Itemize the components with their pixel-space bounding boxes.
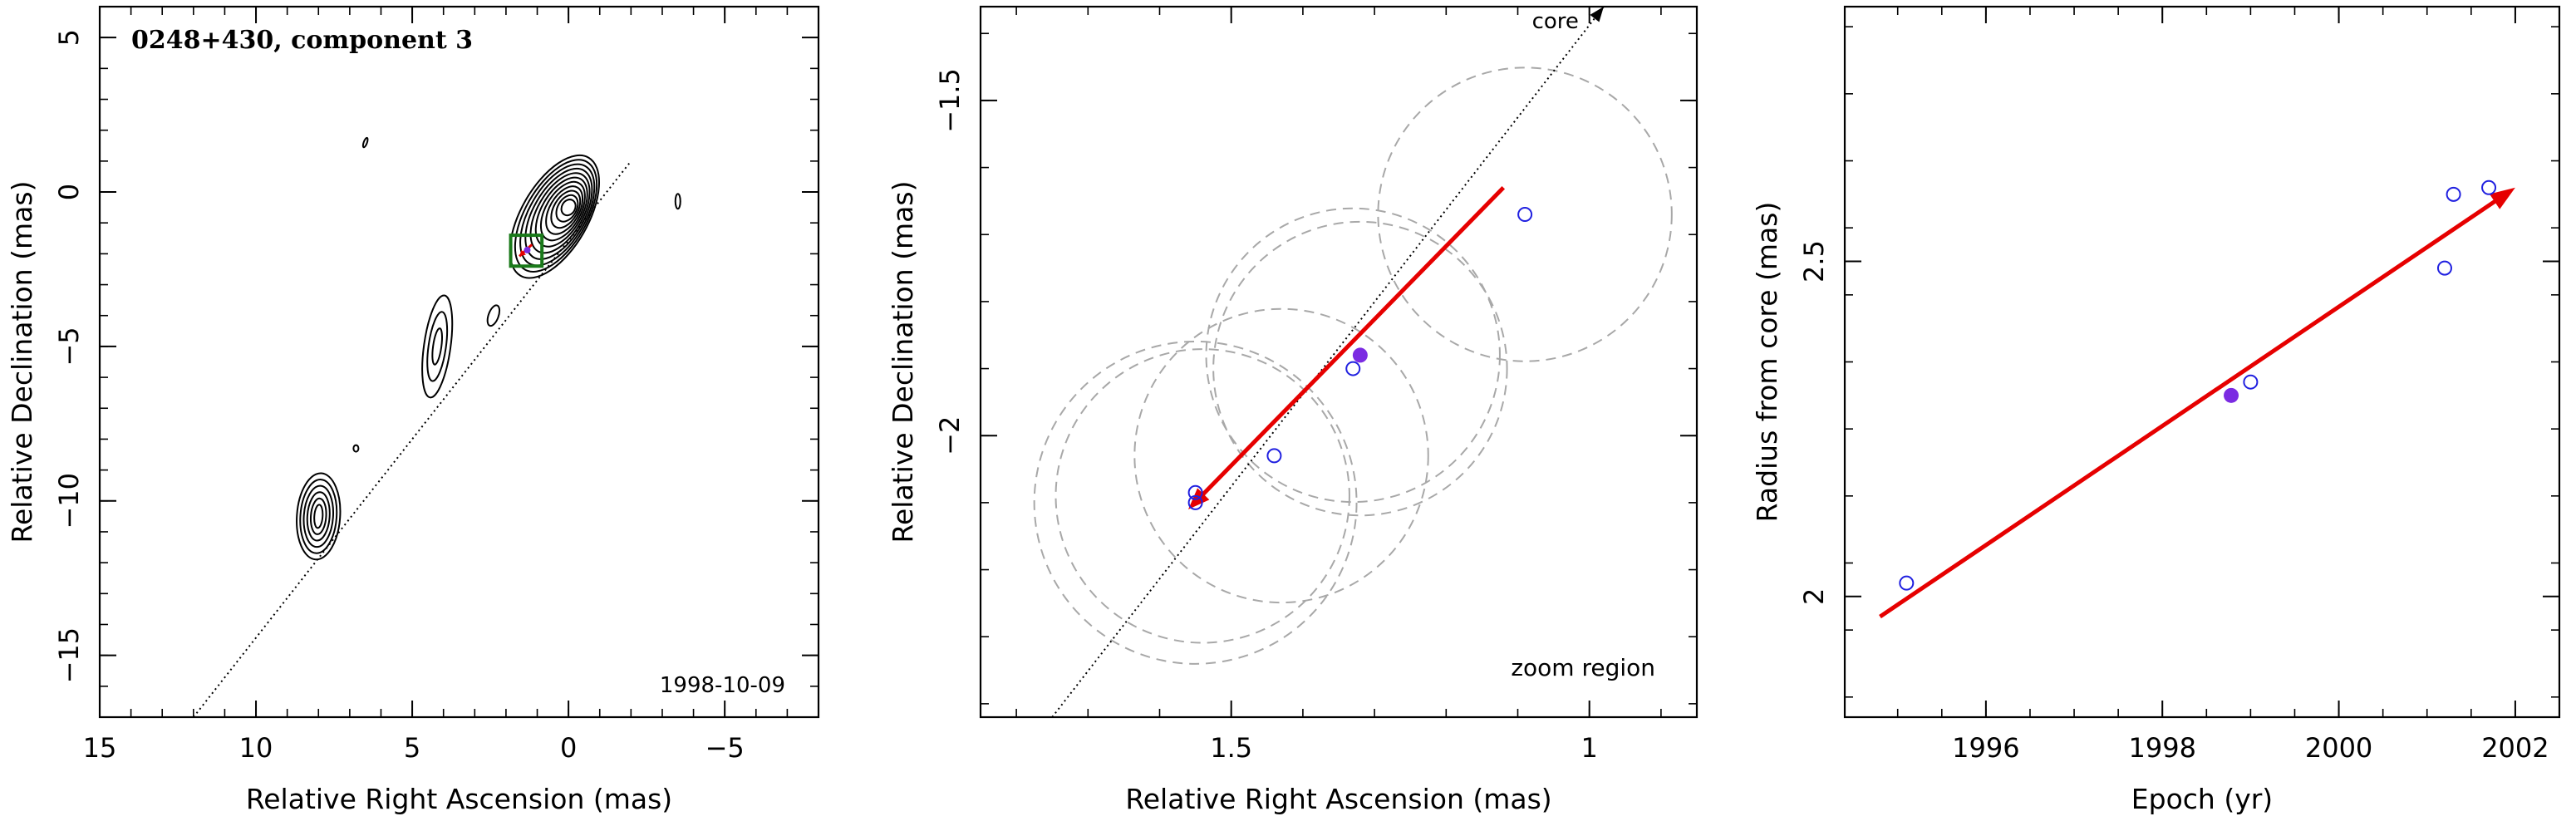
chart-panel-middle: core zoom region 1.5 1 −1.5 −2 Relative Right … (839, 0, 1712, 831)
motion-arrow-line (1197, 186, 1506, 500)
observation-point (2243, 374, 2259, 390)
beam-circle (1377, 66, 1673, 362)
y-tick-label: −10 (53, 473, 85, 529)
observation-point (2481, 179, 2497, 195)
contour-blob-2 (361, 136, 369, 149)
zoom-region-box (509, 234, 544, 268)
x-tick-label: 2002 (2481, 732, 2549, 764)
observation-point (1345, 361, 1361, 376)
x-axis-label: Epoch (yr) (2131, 783, 2273, 815)
contour-knot-1 (426, 311, 449, 382)
chart-middle-svg: core zoom region 1.5 1 −1.5 −2 Relative Right … (887, 5, 1698, 815)
x-axis-label: Relative Right Ascension (mas) (246, 783, 672, 815)
contour-core (560, 199, 577, 217)
contour-blob-4 (352, 444, 360, 453)
contour-core (514, 159, 598, 273)
contour-knot-1 (421, 294, 454, 399)
chart-panel-left: 0248+430, component 3 1998-10-09 15 10 5 0 −5 5… (0, 0, 839, 831)
core-direction-arrowhead (1590, 7, 1604, 22)
plot-frame (979, 5, 1698, 719)
contour-core (519, 163, 596, 267)
x-tick-label: 1.5 (1210, 732, 1252, 764)
x-tick-label: 5 (404, 732, 420, 764)
y-tick-label: −2 (934, 416, 966, 455)
x-axis-label: Relative Right Ascension (mas) (1125, 783, 1551, 815)
y-tick-label: −1.5 (934, 68, 966, 133)
plot-frame (1843, 5, 2561, 719)
y-tick-label: −15 (53, 627, 85, 684)
core-label: core (1532, 9, 1579, 34)
fit-arrowhead (2489, 187, 2515, 209)
zoom-region-label: zoom region (1511, 654, 1655, 681)
observation-point (2446, 186, 2461, 202)
contour-core (524, 167, 593, 260)
observation-point (1187, 484, 1203, 500)
chart-left-svg: 0248+430, component 3 1998-10-09 15 10 5 0 −5 5… (6, 5, 820, 815)
contour-core (509, 154, 601, 279)
y-tick-label: −5 (53, 327, 85, 366)
highlighted-epoch-point (2224, 387, 2239, 403)
chart-panel-right: 1996 1998 2000 2002 2 2.5 Epoch (yr) Radius fro… (1712, 0, 2576, 831)
plot-frame (98, 5, 820, 719)
x-tick-label: 15 (83, 732, 117, 764)
beam-circle (1212, 220, 1508, 517)
observation-point (1899, 575, 1915, 591)
contour-core (545, 185, 584, 235)
component-motion-arrowhead (519, 249, 526, 257)
chart-right-svg: 1996 1998 2000 2002 2 2.5 Epoch (yr) Radius fro… (1751, 5, 2561, 815)
observation-point (2436, 260, 2452, 276)
observation-point (1517, 207, 1533, 223)
x-tick-label: 1996 (1952, 732, 2019, 764)
contour-core (529, 172, 591, 254)
contour-blob-3 (674, 193, 681, 210)
contour-knot-2 (296, 472, 342, 561)
y-axis-label: Relative Declination (mas) (887, 181, 919, 543)
contour-knot-2 (309, 497, 327, 535)
observation-point (1266, 448, 1282, 464)
y-axis-label: Radius from core (mas) (1751, 202, 1783, 523)
x-tick-label: 1998 (2129, 732, 2196, 764)
y-tick-label: 5 (53, 29, 85, 46)
x-tick-label: −5 (705, 732, 745, 764)
x-tick-label: 0 (560, 732, 577, 764)
contour-knot-2 (302, 484, 335, 548)
fit-arrow-line (1879, 196, 2502, 619)
component-point (524, 246, 531, 253)
y-tick-label: 0 (53, 184, 85, 200)
contour-knot-2 (306, 491, 331, 542)
contour-knot-2 (313, 504, 324, 529)
highlighted-epoch-point (1352, 347, 1368, 363)
y-tick-label: 2.5 (1798, 240, 1830, 283)
x-tick-label: 10 (239, 732, 273, 764)
contour-core (539, 180, 586, 242)
beam-circle (1205, 207, 1501, 504)
core-direction-line (1051, 6, 1605, 718)
chart-title: 0248+430, component 3 (131, 26, 473, 55)
contour-knot-1 (431, 327, 443, 366)
beam-circle (1033, 340, 1358, 665)
y-axis-label: Relative Declination (mas) (6, 181, 38, 543)
contour-core (555, 194, 579, 223)
date-label: 1998-10-09 (660, 673, 785, 698)
x-tick-label: 2000 (2305, 732, 2372, 764)
x-tick-label: 1 (1581, 732, 1598, 764)
contour-core (550, 189, 582, 229)
y-tick-label: 2 (1798, 588, 1830, 605)
contour-knot-2 (299, 479, 338, 554)
observation-point (1187, 494, 1203, 510)
beam-circle (1054, 348, 1350, 644)
beam-circle (1133, 307, 1429, 604)
jet-axis-dotted-line (193, 160, 632, 718)
contour-blob-1 (486, 304, 501, 327)
